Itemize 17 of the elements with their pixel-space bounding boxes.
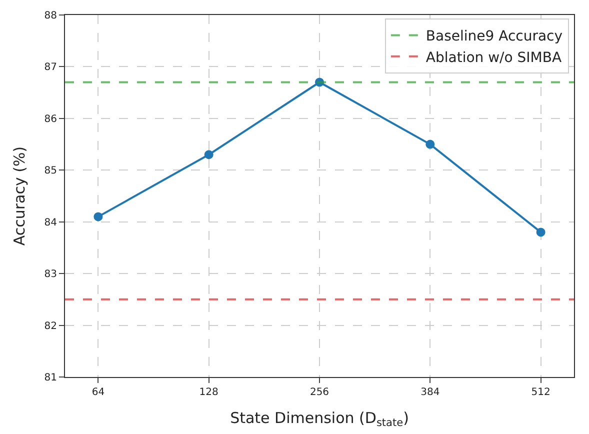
legend-label: Ablation w/o SIMBA (426, 50, 562, 66)
y-tick-label: 88 (44, 10, 57, 22)
x-tick-label: 512 (531, 387, 550, 398)
x-tick-label: 256 (310, 387, 330, 398)
legend-label: Baseline9 Accuracy (426, 28, 563, 45)
y-axis-title: Accuracy (%) (10, 146, 29, 246)
x-tick-label: 128 (199, 387, 218, 398)
x-tick-label: 64 (92, 387, 105, 398)
x-tick-label: 384 (420, 387, 440, 398)
y-tick-label: 84 (44, 217, 57, 228)
y-tick-label: 86 (44, 114, 57, 125)
x-axis-title: State Dimension (D$_{state}$) (230, 409, 409, 430)
y-tick-label: 81 (44, 372, 57, 384)
y-tick-label: 87 (44, 62, 57, 74)
y-tick-label: 85 (44, 166, 57, 177)
y-tick-label: 82 (44, 320, 57, 332)
y-tick-label: 83 (44, 269, 57, 280)
